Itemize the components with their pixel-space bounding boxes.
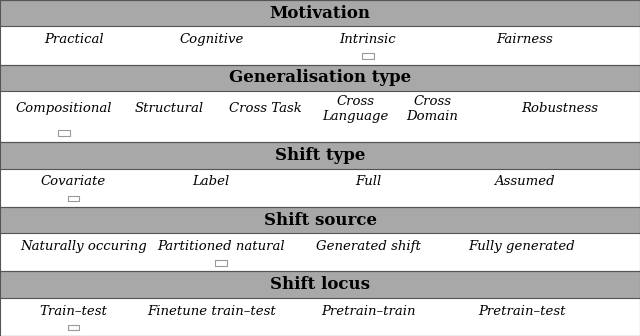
Bar	[0, 91, 640, 142]
Bar	[0, 169, 640, 207]
Text: Naturally occuring: Naturally occuring	[20, 240, 147, 253]
Text: Intrinsic: Intrinsic	[340, 33, 396, 46]
Text: Cross
Domain: Cross Domain	[406, 95, 458, 123]
Text: Full: Full	[355, 175, 381, 188]
Bar	[0, 271, 640, 298]
Text: Fully generated: Fully generated	[468, 240, 575, 253]
Text: Finetune train–test: Finetune train–test	[147, 305, 276, 318]
Text: Covariate: Covariate	[41, 175, 106, 188]
Text: Generated shift: Generated shift	[316, 240, 420, 253]
Text: Cross
Language: Cross Language	[322, 95, 388, 123]
Text: Cognitive: Cognitive	[179, 33, 243, 46]
Text: Train–test: Train–test	[40, 305, 108, 318]
Bar	[68, 196, 79, 201]
Text: Motivation: Motivation	[269, 5, 371, 22]
Bar	[0, 65, 640, 91]
Text: Practical: Practical	[44, 33, 104, 46]
Bar	[68, 325, 79, 331]
Text: Shift type: Shift type	[275, 147, 365, 164]
Text: Structural: Structural	[135, 102, 204, 116]
Bar	[0, 298, 640, 336]
Text: Compositional: Compositional	[16, 102, 112, 116]
Bar	[58, 130, 70, 136]
Text: Generalisation type: Generalisation type	[229, 69, 411, 86]
Text: Pretrain–test: Pretrain–test	[478, 305, 565, 318]
Text: Shift source: Shift source	[264, 212, 376, 228]
Text: Cross Task: Cross Task	[229, 102, 302, 116]
Bar	[0, 0, 640, 27]
Bar	[0, 142, 640, 169]
Bar	[0, 233, 640, 271]
Text: Robustness: Robustness	[522, 102, 598, 116]
Text: Label: Label	[193, 175, 230, 188]
Bar	[0, 27, 640, 65]
Bar	[215, 260, 227, 266]
Text: Shift locus: Shift locus	[270, 276, 370, 293]
Bar	[362, 53, 374, 59]
Bar	[0, 207, 640, 233]
Text: Partitioned natural: Partitioned natural	[157, 240, 285, 253]
Text: Assumed: Assumed	[495, 175, 555, 188]
Text: Pretrain–train: Pretrain–train	[321, 305, 415, 318]
Text: Fairness: Fairness	[497, 33, 553, 46]
